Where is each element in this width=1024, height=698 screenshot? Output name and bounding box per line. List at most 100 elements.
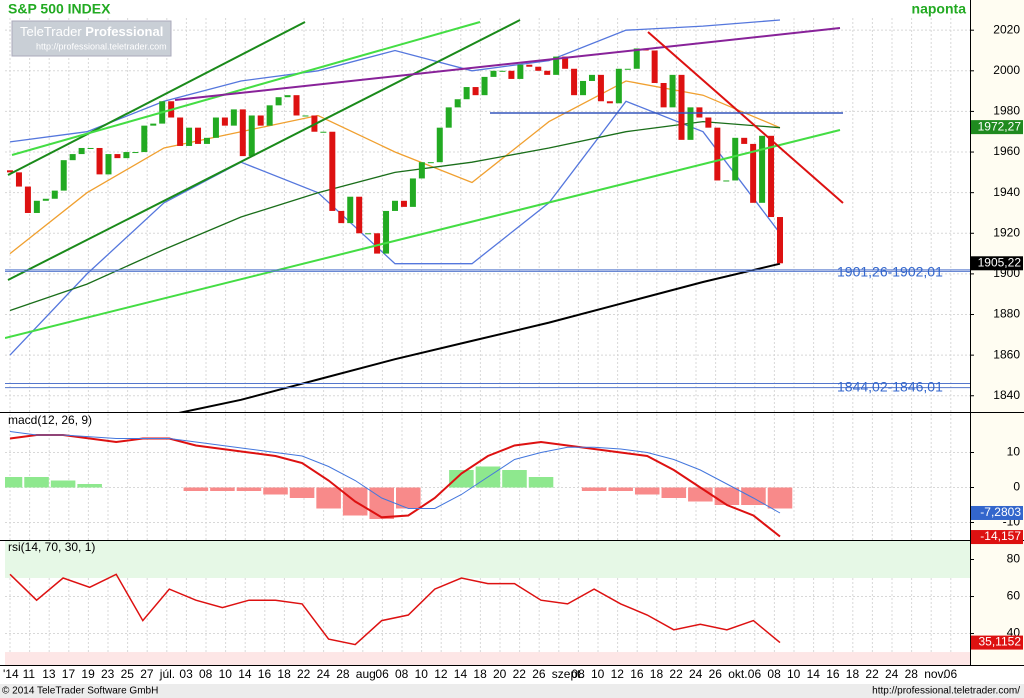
candle <box>141 125 148 153</box>
y-tick-label: 1960 <box>993 144 1020 158</box>
candle <box>732 137 739 181</box>
overlay-line <box>9 80 781 255</box>
histogram-bar <box>741 487 766 505</box>
candle <box>535 66 542 71</box>
indicator-line <box>9 434 781 538</box>
overlay-line <box>9 100 781 356</box>
x-tick-label: 14 <box>454 667 468 681</box>
indicator-line <box>9 573 781 646</box>
panel <box>5 541 970 665</box>
trend-line <box>7 21 306 176</box>
histogram-bar <box>263 487 288 495</box>
logo-url: http://professional.teletrader.com <box>36 41 167 51</box>
candle <box>356 196 363 234</box>
candle <box>400 200 407 207</box>
x-tick-label: 20 <box>493 667 507 681</box>
candle <box>24 186 31 213</box>
footer-url: http://professional.teletrader.com/ <box>872 686 1020 697</box>
candle <box>42 198 49 201</box>
candle <box>239 109 246 157</box>
candle <box>606 101 613 104</box>
candle <box>51 190 58 199</box>
histogram-bar <box>316 487 341 509</box>
candle <box>105 154 112 175</box>
candle <box>248 115 255 157</box>
value-box <box>971 505 1023 520</box>
candle <box>436 127 443 163</box>
candle <box>392 200 398 211</box>
x-tick-label: 19 <box>81 667 95 681</box>
candle <box>463 87 470 100</box>
candle <box>750 143 757 203</box>
panel <box>7 19 783 412</box>
x-tick-label: nov. <box>924 667 946 681</box>
y-tick-label: 1920 <box>993 225 1020 239</box>
candle <box>7 170 13 173</box>
candle <box>580 80 587 96</box>
value-box <box>971 256 1023 271</box>
y-tick-label: 60 <box>1007 589 1021 603</box>
candle <box>320 131 327 133</box>
annotation: 1901,26-1902,01 <box>837 263 943 279</box>
candle <box>87 147 94 149</box>
x-tick-label: 28 <box>905 667 919 681</box>
candle <box>481 76 488 96</box>
trend-line <box>647 31 844 204</box>
x-tick-label: 10 <box>787 667 801 681</box>
logo-brand-text: TeleTrader <box>20 24 82 39</box>
candle <box>329 131 336 211</box>
x-tick-label: 16 <box>258 667 272 681</box>
x-tick-label: 14 <box>807 667 821 681</box>
candle <box>588 74 595 81</box>
x-tick-label: 06 <box>748 667 762 681</box>
x-tick-label: 03 <box>179 667 193 681</box>
candle <box>15 172 22 187</box>
x-tick-label: 24 <box>689 667 703 681</box>
value-box-label: -14,157 <box>980 529 1021 543</box>
value-box <box>971 635 1023 650</box>
y-tick-label: 0 <box>1013 480 1020 494</box>
logo-box <box>11 20 172 57</box>
trend-line <box>174 27 841 101</box>
candle <box>418 162 425 179</box>
candle <box>562 56 569 69</box>
candle <box>445 107 452 128</box>
y-tick-label: 1880 <box>993 307 1020 321</box>
grid-layer <box>5 18 970 665</box>
overlay-line <box>9 120 781 312</box>
x-tick-label: 18 <box>277 667 291 681</box>
candle <box>150 123 157 126</box>
x-tick-label: szept. <box>552 667 584 681</box>
value-box <box>971 530 1023 545</box>
candle <box>383 210 390 254</box>
histogram-bar <box>183 487 209 491</box>
candle <box>203 137 210 144</box>
value-box-label: 35,1152 <box>979 635 1022 649</box>
candle <box>195 127 202 144</box>
x-tick-label: 10 <box>415 667 429 681</box>
x-tick-label: 10 <box>591 667 605 681</box>
value-box-label: 1972,27 <box>978 119 1022 133</box>
candle <box>723 180 730 182</box>
candle <box>777 217 783 264</box>
x-tick-label: 18 <box>473 667 487 681</box>
panel-title: rsi(14, 70, 30, 1) <box>8 540 95 554</box>
candle <box>177 117 184 146</box>
x-tick-label: 06 <box>375 667 389 681</box>
x-tick-label: 24 <box>317 667 331 681</box>
candle <box>768 135 775 218</box>
candle <box>633 48 640 69</box>
histogram-bar <box>714 487 740 505</box>
candle <box>624 68 631 70</box>
x-tick-label: 22 <box>865 667 879 681</box>
candle <box>669 74 676 108</box>
candle <box>230 109 237 126</box>
y-tick-label: 1980 <box>993 104 1020 118</box>
x-tick-label: 06 <box>944 667 958 681</box>
histogram-bar <box>396 487 421 509</box>
histogram-bar <box>688 487 713 502</box>
right-axis-bg <box>970 0 1024 666</box>
x-tick-label: 10 <box>219 667 233 681</box>
candle <box>508 70 515 79</box>
x-tick-label: 14 <box>238 667 252 681</box>
